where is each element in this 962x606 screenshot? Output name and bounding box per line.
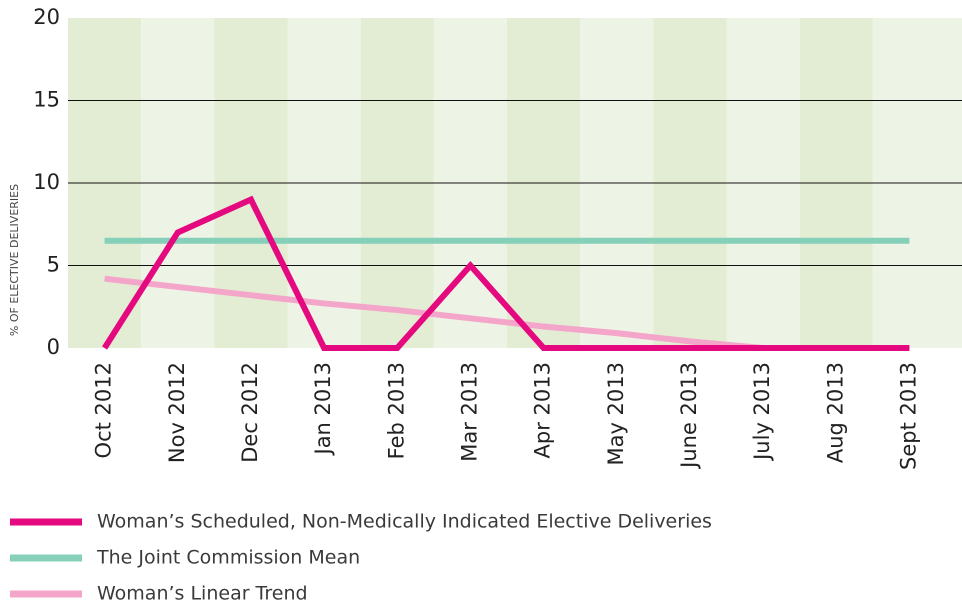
x-tick-label: Dec 2012 [238, 362, 262, 463]
x-tick-label: May 2013 [604, 362, 628, 466]
legend: Woman’s Scheduled, Non-Medically Indicat… [10, 511, 712, 605]
y-tick-label: 15 [33, 88, 60, 112]
y-tick-label: 5 [47, 253, 60, 277]
x-tick-label: Aug 2013 [823, 362, 847, 463]
lines [102, 195, 910, 351]
y-tick-label: 0 [47, 335, 60, 359]
series-line [102, 195, 910, 351]
x-tick-label: Sept 2013 [896, 362, 920, 470]
legend-label: Woman’s Scheduled, Non-Medically Indicat… [97, 511, 712, 533]
x-tick-label: Jan 2013 [311, 362, 335, 457]
legend-label: The Joint Commission Mean [96, 547, 360, 569]
y-tick-label: 10 [33, 170, 60, 194]
x-tick-label: July 2013 [750, 362, 774, 462]
labels: 0 5 10 15 20 Oct 2012 Nov 2012 Dec 2012 Jan 2013… [33, 5, 920, 470]
legend-swatch [10, 518, 82, 526]
x-tick-label: Mar 2013 [457, 362, 481, 462]
y-axis-label: % OF ELECTIVE DELIVERIES [8, 184, 21, 336]
y-tick-label: 20 [33, 5, 60, 29]
x-tick-label: Apr 2013 [531, 362, 555, 458]
legend-swatch [10, 590, 82, 598]
x-tick-label: June 2013 [677, 362, 701, 470]
legend-label: Woman’s Linear Trend [97, 583, 308, 605]
x-tick-label: Feb 2013 [384, 362, 408, 459]
legend-swatch [10, 554, 82, 562]
x-tick-label: Nov 2012 [165, 362, 189, 463]
grid [68, 100, 962, 266]
x-tick-label: Oct 2012 [92, 362, 116, 458]
